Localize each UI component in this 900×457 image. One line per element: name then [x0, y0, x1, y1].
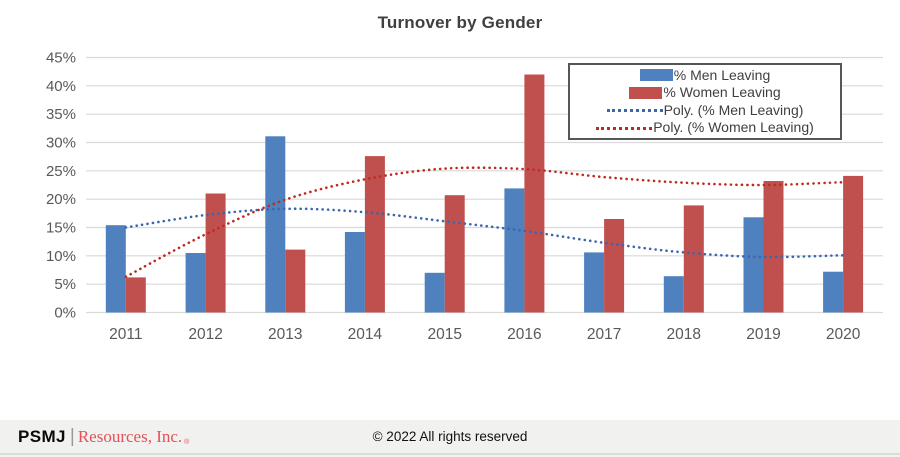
svg-text:2015: 2015 — [427, 326, 461, 343]
registered-trademark-icon: ® — [184, 439, 190, 446]
svg-text:2013: 2013 — [268, 326, 302, 343]
legend-label: Poly. (% Men Leaving) — [663, 101, 804, 118]
svg-text:2014: 2014 — [348, 326, 383, 343]
legend-item-women-bar: % Women Leaving — [629, 84, 781, 101]
svg-text:35%: 35% — [46, 106, 76, 123]
svg-text:45%: 45% — [46, 50, 76, 67]
legend-item-poly-women: Poly. (% Women Leaving) — [596, 119, 814, 136]
logo-divider: | — [69, 426, 75, 447]
svg-text:5%: 5% — [54, 276, 76, 293]
legend-item-men-bar: % Men Leaving — [639, 66, 771, 84]
svg-text:40%: 40% — [46, 78, 76, 95]
legend-swatch-poly-women-dotted-line — [596, 126, 653, 130]
turnover-chart-plot: 0% 5% 10% 15% 20% 25% 30% 35% 40% 45% 2011 2012 2013… — [46, 50, 883, 343]
legend-swatch-poly-men-dotted-line — [606, 109, 663, 113]
legend-label: % Men Leaving — [673, 66, 771, 83]
svg-text:2020: 2020 — [826, 326, 861, 343]
legend-swatch-men-bar — [639, 69, 673, 82]
svg-text:10%: 10% — [46, 248, 76, 265]
psmj-logo: PSMJ | Resources, Inc. ® — [18, 420, 189, 453]
svg-text:2019: 2019 — [746, 326, 780, 343]
svg-text:25%: 25% — [46, 163, 76, 180]
svg-text:2017: 2017 — [587, 326, 621, 343]
legend-swatch-women-bar — [629, 86, 663, 99]
svg-text:20%: 20% — [46, 191, 76, 208]
copyright-text: © 2022 All rights reserved — [372, 429, 528, 444]
psmj-wordmark: PSMJ — [18, 426, 66, 446]
svg-text:2016: 2016 — [507, 326, 541, 343]
svg-text:15%: 15% — [46, 220, 76, 237]
svg-text:2012: 2012 — [188, 326, 222, 343]
legend-label: Poly. (% Women Leaving) — [653, 119, 814, 136]
svg-text:30%: 30% — [46, 135, 76, 152]
chart-legend: % Men Leaving % Women Leaving Poly. (% M… — [568, 63, 842, 140]
svg-text:0%: 0% — [54, 305, 76, 322]
svg-text:2011: 2011 — [109, 326, 142, 343]
chart-title: Turnover by Gender — [377, 13, 543, 32]
resources-wordmark: Resources, Inc. — [77, 426, 183, 446]
legend-item-poly-men: Poly. (% Men Leaving) — [606, 101, 804, 119]
legend-label: % Women Leaving — [663, 84, 781, 101]
footer-bar: PSMJ | Resources, Inc. ® © 2022 All righ… — [0, 420, 900, 457]
svg-text:2018: 2018 — [667, 326, 701, 343]
